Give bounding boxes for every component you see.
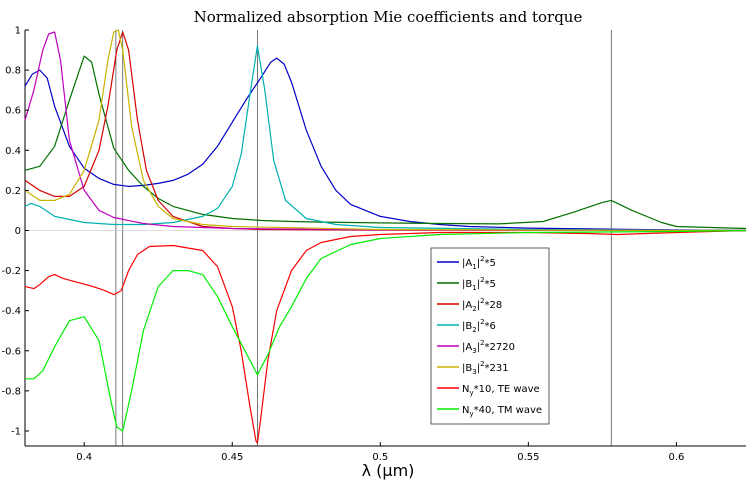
series-line-3	[24, 45, 747, 232]
x-axis-ticks: 0.4 0.45 0.5 0.55 0.6	[76, 442, 684, 463]
y-tick-label-6: -0.2	[1, 266, 21, 277]
legend-entry-4: |A3|2*2720	[462, 339, 515, 355]
y-tick-label-7: -0.4	[1, 306, 21, 317]
legend-entry-7: Ny*40, TM wave	[462, 405, 542, 418]
y-tick-label-1: 0.8	[5, 66, 21, 77]
legend-entry-1: |B1|2*5	[462, 276, 496, 292]
y-tick-label-9: -0.8	[1, 386, 21, 397]
x-tick-label-3: 0.55	[517, 452, 539, 463]
y-tick-label-2: 0.6	[5, 106, 21, 117]
legend-entry-3: |B2|2*6	[462, 318, 496, 334]
y-tick-label-5: 0	[15, 226, 21, 237]
y-tick-label-3: 0.4	[5, 146, 21, 157]
y-axis-ticks: 1 0.8 0.6 0.4 0.2 0 -0.2 -0.4 -0.6 -0.8 -1	[1, 26, 29, 437]
legend-entry-2: |A2|2*28	[462, 297, 502, 313]
y-tick-label-0: 1	[15, 26, 21, 37]
chart-title: Normalized absorption Mie coefficients a…	[194, 8, 583, 26]
series-lines	[24, 29, 747, 444]
series-line-4	[24, 31, 747, 232]
x-tick-label-1: 0.45	[221, 452, 243, 463]
legend-box	[430, 247, 550, 425]
series-line-6	[24, 229, 747, 444]
plot-area	[24, 30, 746, 447]
y-tick-label-8: -0.6	[1, 346, 21, 357]
series-line-5	[24, 29, 747, 232]
x-tick-label-2: 0.5	[372, 452, 388, 463]
y-tick-label-4: 0.2	[5, 186, 21, 197]
y-tick-label-10: -1	[11, 426, 21, 437]
legend-entry-6: Ny*10, TE wave	[462, 384, 540, 397]
series-line-1	[24, 55, 747, 230]
series-line-0	[24, 57, 747, 232]
series-line-7	[25, 229, 747, 432]
vertical-reference-lines	[115, 30, 612, 446]
x-axis-label: λ (μm)	[362, 461, 415, 480]
x-tick-label-4: 0.6	[668, 452, 684, 463]
legend-entry-5: |B3|2*231	[462, 360, 509, 376]
chart-legend: |A1|2*5 |B1|2*5 |A2|2*28 |B2|2*6 |A3|2*2720 |…	[430, 247, 550, 425]
x-tick-label-0: 0.4	[76, 452, 92, 463]
legend-entry-0: |A1|2*5	[462, 255, 496, 271]
